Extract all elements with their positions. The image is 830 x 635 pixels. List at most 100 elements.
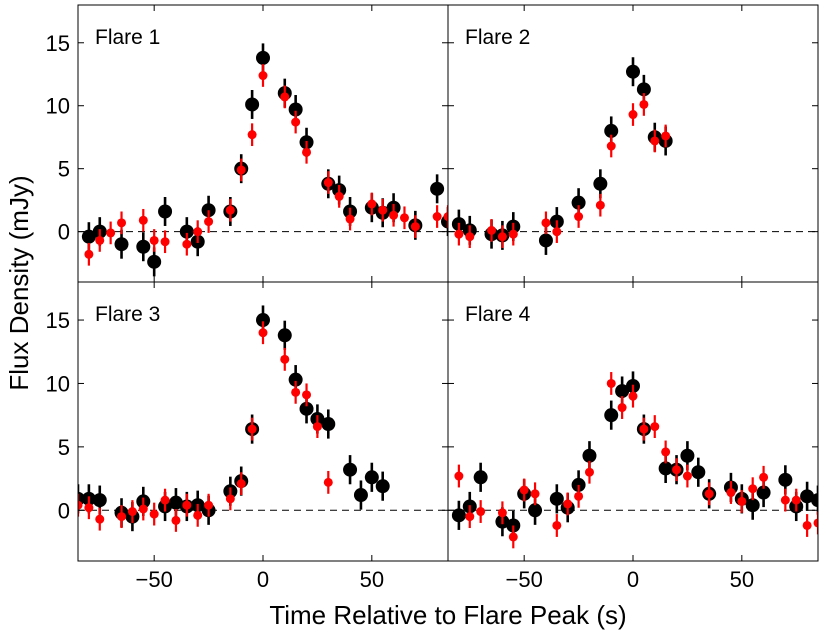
y-tick-label: 5 bbox=[58, 157, 70, 182]
black-point bbox=[288, 372, 303, 387]
red-point bbox=[628, 391, 638, 401]
red-point bbox=[574, 212, 584, 222]
red-point bbox=[378, 205, 388, 215]
black-point bbox=[168, 495, 183, 510]
red-point bbox=[639, 424, 649, 434]
red-point bbox=[606, 141, 616, 151]
red-point bbox=[149, 509, 159, 519]
y-tick-label: 0 bbox=[58, 498, 70, 523]
red-point bbox=[182, 500, 192, 510]
red-point bbox=[802, 520, 812, 530]
y-tick-label: 10 bbox=[46, 371, 70, 396]
red-point bbox=[617, 403, 627, 413]
red-point bbox=[791, 495, 801, 505]
red-point bbox=[258, 71, 268, 81]
black-point bbox=[288, 102, 303, 117]
black-point bbox=[691, 465, 706, 480]
red-point bbox=[280, 92, 290, 102]
red-point bbox=[508, 532, 518, 542]
red-point bbox=[726, 488, 736, 498]
black-point bbox=[604, 408, 619, 423]
red-point bbox=[138, 504, 148, 514]
red-point bbox=[584, 467, 594, 477]
red-point bbox=[291, 117, 301, 127]
y-tick-label: 5 bbox=[58, 435, 70, 460]
red-point bbox=[454, 229, 464, 239]
y-tick-label: 10 bbox=[46, 94, 70, 119]
red-point bbox=[312, 422, 322, 432]
black-point bbox=[604, 123, 619, 138]
red-point bbox=[595, 200, 605, 210]
red-point bbox=[454, 471, 464, 481]
red-point bbox=[236, 165, 246, 175]
red-point bbox=[291, 387, 301, 397]
red-point bbox=[759, 472, 769, 482]
red-point bbox=[737, 496, 747, 506]
black-point bbox=[256, 50, 270, 65]
red-point bbox=[367, 199, 377, 209]
red-point bbox=[323, 477, 333, 487]
red-point bbox=[465, 512, 475, 522]
red-point bbox=[650, 422, 660, 432]
red-point bbox=[247, 424, 257, 434]
red-point bbox=[95, 235, 105, 245]
red-point bbox=[682, 471, 692, 481]
red-point bbox=[149, 235, 159, 245]
red-point bbox=[574, 491, 584, 501]
black-point bbox=[778, 472, 793, 487]
red-point bbox=[672, 465, 682, 475]
red-point bbox=[432, 212, 442, 222]
black-point bbox=[756, 485, 771, 500]
black-point bbox=[364, 470, 379, 485]
panel-2: Flare 2 bbox=[447, 4, 819, 283]
red-point bbox=[345, 214, 355, 224]
red-point bbox=[204, 500, 214, 510]
black-point bbox=[299, 401, 314, 416]
x-tick-label: 50 bbox=[730, 567, 754, 592]
black-point bbox=[343, 462, 358, 477]
x-tick-label: 0 bbox=[257, 567, 269, 592]
black-point bbox=[811, 493, 818, 508]
y-tick-label: 15 bbox=[46, 31, 70, 56]
red-point bbox=[236, 479, 246, 489]
red-point bbox=[497, 508, 507, 518]
panel-3: −50 0 50 0 5 10 15 Flare 3 bbox=[46, 281, 449, 592]
black-point bbox=[430, 181, 445, 196]
red-point bbox=[171, 515, 181, 525]
black-point bbox=[615, 384, 630, 399]
y-tick-label: 0 bbox=[58, 220, 70, 245]
black-point bbox=[321, 417, 336, 432]
panel-title: Flare 3 bbox=[95, 303, 160, 326]
data-points bbox=[451, 57, 673, 255]
black-point bbox=[800, 489, 815, 504]
red-point bbox=[95, 514, 105, 524]
red-point bbox=[628, 110, 638, 120]
red-point bbox=[84, 249, 94, 259]
red-point bbox=[302, 390, 312, 400]
black-point bbox=[81, 229, 96, 244]
black-point bbox=[636, 82, 651, 97]
red-point bbox=[280, 354, 290, 364]
x-tick-label: −50 bbox=[136, 567, 173, 592]
black-point bbox=[451, 508, 466, 523]
red-point bbox=[410, 222, 420, 232]
black-point bbox=[538, 233, 553, 248]
red-point bbox=[334, 191, 344, 201]
black-point bbox=[353, 488, 368, 503]
red-point bbox=[661, 447, 671, 457]
red-point bbox=[117, 218, 127, 228]
black-point bbox=[745, 498, 760, 513]
red-point bbox=[106, 228, 116, 238]
red-point bbox=[193, 227, 203, 237]
red-point bbox=[704, 489, 714, 499]
red-point bbox=[399, 213, 409, 223]
black-point bbox=[582, 448, 597, 463]
red-point bbox=[639, 99, 649, 109]
data-points bbox=[451, 371, 818, 549]
red-point bbox=[508, 229, 518, 239]
red-point bbox=[661, 131, 671, 141]
black-point bbox=[114, 237, 129, 252]
black-point bbox=[136, 239, 151, 254]
